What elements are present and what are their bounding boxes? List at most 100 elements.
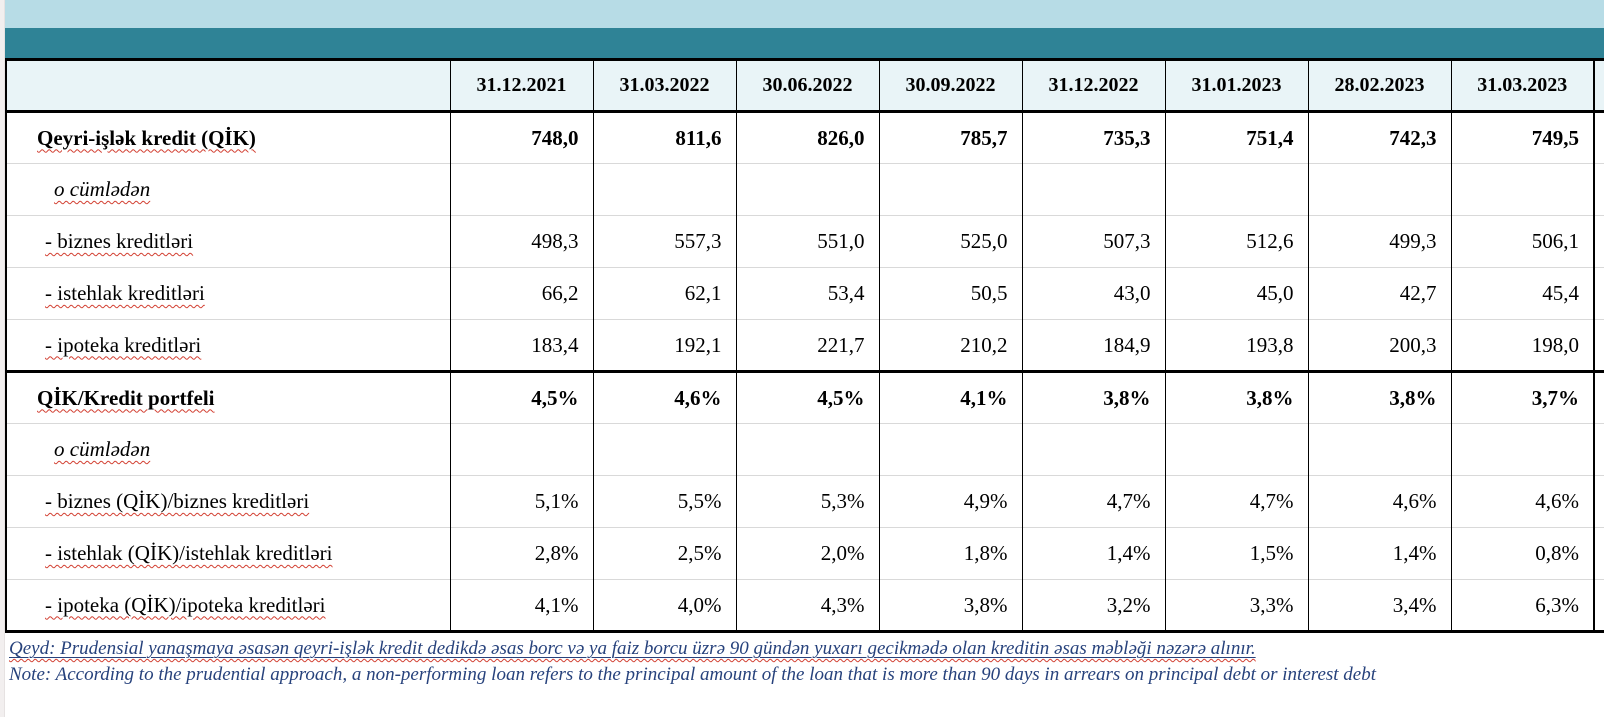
row-label-cell: o cümlədən bbox=[6, 163, 450, 216]
value-cell: 2,8% bbox=[449, 527, 593, 580]
row-label: - istehlak kreditləri bbox=[45, 281, 205, 305]
value-cell bbox=[878, 423, 1022, 476]
value-cell: 184,9 bbox=[1021, 319, 1165, 372]
row-label: Qeyri-işlək kredit (QİK) bbox=[37, 125, 256, 150]
row-label: - istehlak (QİK)/istehlak kreditləri bbox=[45, 541, 333, 565]
value-cell: 811,6 bbox=[592, 111, 736, 164]
row-label-cell: Qeyri-işlək kredit (QİK) bbox=[6, 112, 450, 164]
row-label-cell: QİK/Kredit portfeli bbox=[6, 370, 450, 424]
table-row: - istehlak (QİK)/istehlak kreditləri 2,8%… bbox=[6, 527, 1604, 580]
row-label: - ipoteka (QİK)/ipoteka kreditləri bbox=[45, 592, 326, 617]
table-row: o cümlədən bbox=[6, 163, 1604, 216]
table-row: - biznes (QİK)/biznes kreditləri 5,1% 5,5%… bbox=[6, 475, 1604, 528]
value-cell: 4,6% bbox=[1450, 475, 1594, 528]
value-cell: 525,0 bbox=[878, 215, 1022, 268]
value-cell: 42,7 bbox=[1307, 267, 1451, 320]
value-cell: 748,0 bbox=[449, 111, 593, 164]
value-cell: 3,4% bbox=[1307, 579, 1451, 632]
value-cell: 62,1 bbox=[592, 267, 736, 320]
value-cell: 45,4 bbox=[1450, 267, 1594, 320]
table-header: 31.12.2021 31.03.2022 30.06.2022 30.09.2022… bbox=[6, 59, 1604, 113]
value-cell bbox=[1164, 423, 1308, 476]
value-cell: 221,7 bbox=[735, 319, 879, 372]
value-cell bbox=[735, 163, 879, 216]
value-cell: 3,8% bbox=[1307, 370, 1451, 424]
value-cell: 66,2 bbox=[449, 267, 593, 320]
cutoff-cell bbox=[1593, 475, 1604, 528]
cutoff-cell bbox=[1593, 267, 1604, 320]
value-cell: 0,8% bbox=[1450, 527, 1594, 580]
date-header-cell: 30.09.2022 bbox=[878, 59, 1022, 113]
cutoff-cell bbox=[1593, 111, 1604, 164]
row-label: - ipoteka kreditləri bbox=[45, 332, 202, 357]
value-cell: 735,3 bbox=[1021, 111, 1165, 164]
cutoff-cell bbox=[1593, 423, 1604, 476]
table-row: - ipoteka kreditləri 183,4 192,1 221,7 210,2… bbox=[6, 319, 1604, 372]
value-cell: 4,7% bbox=[1021, 475, 1165, 528]
header-band bbox=[5, 28, 1604, 58]
value-cell: 512,6 bbox=[1164, 215, 1308, 268]
value-cell: 45,0 bbox=[1164, 267, 1308, 320]
table-body: Qeyri-işlək kredit (QİK) 748,0 811,6 826,0 7… bbox=[6, 111, 1604, 632]
value-cell: 507,3 bbox=[1021, 215, 1165, 268]
date-header-cell: 30.06.2022 bbox=[735, 59, 879, 113]
value-cell: 3,7% bbox=[1450, 370, 1594, 424]
page-left-edge bbox=[0, 0, 5, 717]
row-label: - biznes kreditləri bbox=[45, 229, 194, 253]
value-cell: 6,3% bbox=[1450, 579, 1594, 632]
cutoff-cell bbox=[1593, 370, 1604, 424]
value-cell bbox=[1021, 163, 1165, 216]
row-label-cell: - biznes (QİK)/biznes kreditləri bbox=[6, 475, 450, 528]
value-cell bbox=[1307, 423, 1451, 476]
value-cell: 2,0% bbox=[735, 527, 879, 580]
header-row: 31.12.2021 31.03.2022 30.06.2022 30.09.2022… bbox=[6, 59, 1604, 113]
row-label-cell: o cümlədən bbox=[6, 423, 450, 476]
footnote-en: Note: According to the prudential approa… bbox=[9, 664, 1377, 685]
value-cell: 5,1% bbox=[449, 475, 593, 528]
value-cell: 4,7% bbox=[1164, 475, 1308, 528]
value-cell: 4,5% bbox=[735, 370, 879, 424]
table-row: - istehlak kreditləri 66,2 62,1 53,4 50,5 43,… bbox=[6, 267, 1604, 320]
npl-table: 31.12.2021 31.03.2022 30.06.2022 30.09.2022… bbox=[5, 58, 1604, 633]
row-label-cell: - istehlak (QİK)/istehlak kreditləri bbox=[6, 527, 450, 580]
value-cell: 498,3 bbox=[449, 215, 593, 268]
cutoff-cell bbox=[1593, 163, 1604, 216]
value-cell: 557,3 bbox=[592, 215, 736, 268]
value-cell: 43,0 bbox=[1021, 267, 1165, 320]
table-row: - ipoteka (QİK)/ipoteka kreditləri 4,1% 4,… bbox=[6, 579, 1604, 632]
value-cell bbox=[1307, 163, 1451, 216]
table-row: Qeyri-işlək kredit (QİK) 748,0 811,6 826,0 7… bbox=[6, 111, 1604, 164]
table-row: o cümlədən bbox=[6, 423, 1604, 476]
value-cell: 4,6% bbox=[592, 370, 736, 424]
value-cell: 3,8% bbox=[1164, 370, 1308, 424]
value-cell bbox=[592, 423, 736, 476]
value-cell: 4,1% bbox=[449, 579, 593, 632]
value-cell bbox=[1450, 423, 1594, 476]
table-row: QİK/Kredit portfeli 4,5% 4,6% 4,5% 4,1% 3,8% 3… bbox=[6, 370, 1604, 424]
footnotes: Qeyd: Prudensial yanaşmaya əsasən qeyri-… bbox=[9, 636, 1604, 688]
value-cell: 751,4 bbox=[1164, 111, 1308, 164]
row-label: o cümlədən bbox=[54, 437, 151, 461]
row-label: o cümlədən bbox=[54, 177, 151, 201]
date-header-cell: 31.03.2022 bbox=[592, 59, 736, 113]
cutoff-cell bbox=[1593, 579, 1604, 632]
corner-cell bbox=[6, 59, 450, 113]
value-cell: 4,0% bbox=[592, 579, 736, 632]
value-cell: 785,7 bbox=[878, 111, 1022, 164]
value-cell: 4,6% bbox=[1307, 475, 1451, 528]
value-cell: 210,2 bbox=[878, 319, 1022, 372]
cutoff-cell bbox=[1593, 215, 1604, 268]
value-cell bbox=[449, 423, 593, 476]
date-header-cell: 31.03.2023 bbox=[1450, 59, 1594, 113]
cutoff-header-cell bbox=[1593, 59, 1604, 113]
value-cell: 3,2% bbox=[1021, 579, 1165, 632]
cutoff-cell bbox=[1593, 319, 1604, 372]
value-cell: 749,5 bbox=[1450, 111, 1594, 164]
row-label: QİK/Kredit portfeli bbox=[37, 385, 215, 410]
value-cell: 742,3 bbox=[1307, 111, 1451, 164]
value-cell bbox=[592, 163, 736, 216]
value-cell: 1,5% bbox=[1164, 527, 1308, 580]
row-label-cell: - ipoteka (QİK)/ipoteka kreditləri bbox=[6, 579, 450, 632]
value-cell bbox=[1021, 423, 1165, 476]
